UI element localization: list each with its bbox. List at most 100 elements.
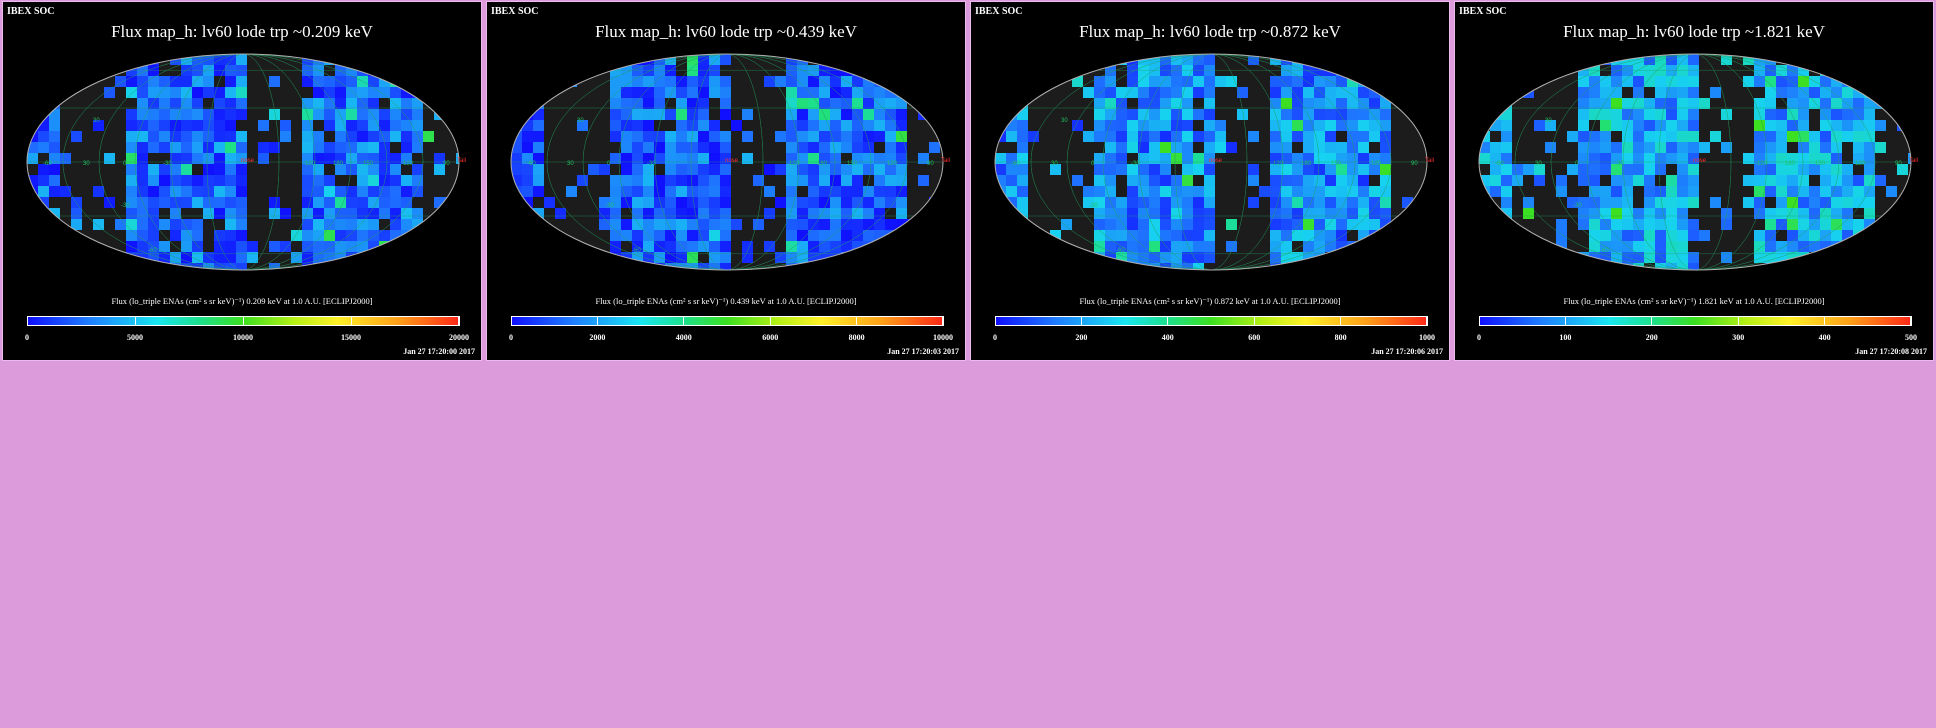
flux-pixel bbox=[1270, 54, 1281, 65]
flux-pixel bbox=[1017, 120, 1028, 131]
flux-pixel bbox=[1303, 208, 1314, 219]
flux-pixel bbox=[1875, 175, 1886, 186]
flux-pixel bbox=[390, 175, 401, 186]
flux-pixel bbox=[1303, 241, 1314, 252]
flux-pixel bbox=[1479, 197, 1490, 208]
flux-pixel bbox=[819, 87, 830, 98]
flux-pixel bbox=[522, 175, 533, 186]
flux-pixel bbox=[1677, 131, 1688, 142]
flux-pixel bbox=[313, 87, 324, 98]
flux-pixel bbox=[1688, 98, 1699, 109]
flux-pixel bbox=[1798, 230, 1809, 241]
flux-pixel bbox=[852, 252, 863, 263]
flux-pixel bbox=[346, 197, 357, 208]
flux-pixel bbox=[577, 175, 588, 186]
flux-pixel bbox=[874, 230, 885, 241]
flux-pixel bbox=[1369, 131, 1380, 142]
flux-pixel bbox=[808, 263, 819, 270]
flux-pixel bbox=[511, 186, 522, 197]
flux-pixel bbox=[709, 186, 720, 197]
colorbar-title: Flux (lo_triple ENAs (cm² s sr keV)⁻¹) 0… bbox=[595, 296, 857, 306]
flux-pixel bbox=[379, 241, 390, 252]
flux-pixel bbox=[148, 164, 159, 175]
flux-pixel bbox=[1292, 186, 1303, 197]
flux-pixel bbox=[1149, 120, 1160, 131]
flux-pixel bbox=[896, 76, 907, 87]
flux-pixel bbox=[1083, 131, 1094, 142]
flux-pixel bbox=[1666, 54, 1677, 65]
flux-pixel bbox=[1545, 120, 1556, 131]
flux-pixel bbox=[1061, 252, 1072, 263]
flux-pixel bbox=[566, 186, 577, 197]
flux-pixel bbox=[610, 120, 621, 131]
flux-pixel bbox=[995, 186, 1006, 197]
flux-pixel bbox=[1347, 186, 1358, 197]
flux-pixel bbox=[1578, 65, 1589, 76]
flux-pixel bbox=[698, 186, 709, 197]
flux-pixel bbox=[676, 131, 687, 142]
soc-label: IBEX SOC bbox=[491, 6, 539, 17]
flux-pixel bbox=[632, 164, 643, 175]
flux-pixel bbox=[181, 186, 192, 197]
flux-pixel bbox=[236, 164, 247, 175]
flux-pixel bbox=[643, 65, 654, 76]
flux-pixel bbox=[1358, 175, 1369, 186]
flux-pixel bbox=[1094, 164, 1105, 175]
flux-pixel bbox=[1798, 208, 1809, 219]
flux-pixel bbox=[1754, 98, 1765, 109]
flux-pixel bbox=[918, 252, 929, 263]
flux-pixel bbox=[170, 186, 181, 197]
flux-pixel bbox=[1578, 208, 1589, 219]
flux-pixel bbox=[1116, 219, 1127, 230]
flux-pixel bbox=[1204, 219, 1215, 230]
flux-pixel bbox=[1369, 54, 1380, 65]
flux-pixel bbox=[1644, 208, 1655, 219]
flux-pixel bbox=[1116, 120, 1127, 131]
flux-pixel bbox=[632, 76, 643, 87]
flux-pixel bbox=[687, 252, 698, 263]
flux-pixel bbox=[841, 208, 852, 219]
flux-pixel bbox=[137, 76, 148, 87]
colorbar-tick-label: 400 bbox=[1161, 333, 1174, 342]
flux-pixel bbox=[885, 98, 896, 109]
flux-pixel bbox=[742, 131, 753, 142]
flux-pixel bbox=[808, 164, 819, 175]
flux-pixel bbox=[1798, 109, 1809, 120]
meridian-label: -30 bbox=[647, 161, 656, 167]
flux-pixel bbox=[665, 186, 676, 197]
flux-pixel bbox=[522, 164, 533, 175]
flux-pixel bbox=[1831, 241, 1842, 252]
flux-pixel bbox=[390, 219, 401, 230]
flux-pixel bbox=[412, 186, 423, 197]
flux-pixel bbox=[1182, 208, 1193, 219]
colorbar-tick-label: 300 bbox=[1732, 333, 1745, 342]
flux-pixel bbox=[775, 131, 786, 142]
flux-pixel bbox=[1270, 186, 1281, 197]
flux-pixel bbox=[203, 153, 214, 164]
flux-pixel bbox=[797, 164, 808, 175]
flux-pixel bbox=[1864, 230, 1875, 241]
flux-pixel bbox=[203, 87, 214, 98]
meridian-label: -120 bbox=[1271, 161, 1284, 167]
flux-pixel bbox=[654, 175, 665, 186]
flux-pixel bbox=[753, 219, 764, 230]
flux-pixel bbox=[1204, 76, 1215, 87]
flux-pixel bbox=[797, 76, 808, 87]
flux-pixel bbox=[1138, 109, 1149, 120]
timestamp: Jan 27 17:20:03 2017 bbox=[887, 347, 959, 356]
flux-pixel bbox=[577, 120, 588, 131]
colorbar-tick bbox=[942, 316, 944, 326]
flux-pixel bbox=[1171, 252, 1182, 263]
flux-pixel bbox=[1787, 241, 1798, 252]
flux-pixel bbox=[632, 252, 643, 263]
flux-pixel bbox=[1292, 109, 1303, 120]
flux-pixel bbox=[126, 54, 137, 65]
flux-pixel bbox=[27, 76, 38, 87]
flux-pixel bbox=[863, 164, 874, 175]
flux-pixel bbox=[665, 252, 676, 263]
flux-pixel bbox=[852, 208, 863, 219]
flux-pixel bbox=[390, 252, 401, 263]
flux-pixel bbox=[49, 241, 60, 252]
flux-pixel bbox=[863, 109, 874, 120]
flux-pixel bbox=[181, 219, 192, 230]
